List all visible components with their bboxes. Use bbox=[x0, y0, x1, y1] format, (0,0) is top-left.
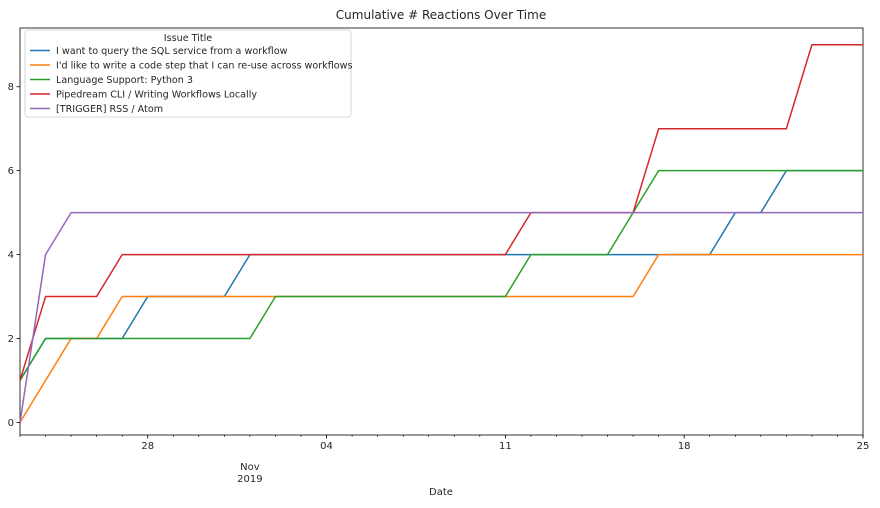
x-year-label: 2019 bbox=[237, 474, 262, 485]
x-tick-label: 04 bbox=[320, 441, 333, 452]
legend-label-5: [TRIGGER] RSS / Atom bbox=[56, 104, 163, 115]
x-tick-label: 25 bbox=[857, 441, 870, 452]
series-line-3 bbox=[19, 169, 863, 381]
y-axis: 0 2 4 6 8 bbox=[8, 82, 20, 429]
legend-label-2: I'd like to write a code step that I can… bbox=[56, 61, 352, 72]
x-month-label: Nov bbox=[240, 462, 260, 473]
x-tick-label: 18 bbox=[678, 441, 691, 452]
y-tick-label: 8 bbox=[8, 82, 14, 93]
legend: Issue Title I want to query the SQL serv… bbox=[24, 29, 352, 118]
y-tick-label: 0 bbox=[8, 418, 14, 429]
x-axis: 28 04 11 18 25 bbox=[19, 435, 870, 452]
x-tick-label: 11 bbox=[499, 441, 512, 452]
series-layer bbox=[19, 44, 863, 423]
y-tick-label: 4 bbox=[8, 250, 14, 261]
legend-label-4: Pipedream CLI / Writing Workflows Locall… bbox=[56, 90, 257, 101]
chart-title: Cumulative # Reactions Over Time bbox=[336, 8, 546, 22]
series-line-5 bbox=[19, 211, 863, 423]
legend-label-3: Language Support: Python 3 bbox=[56, 75, 193, 86]
legend-label-1: I want to query the SQL service from a w… bbox=[56, 46, 288, 57]
y-tick-label: 2 bbox=[8, 334, 14, 345]
legend-title: Issue Title bbox=[164, 33, 213, 44]
y-tick-label: 6 bbox=[8, 166, 14, 177]
legend-box bbox=[24, 29, 352, 118]
legend-items: I want to query the SQL service from a w… bbox=[30, 46, 352, 115]
x-tick-label: 28 bbox=[141, 441, 154, 452]
x-axis-title: Date bbox=[429, 487, 453, 498]
